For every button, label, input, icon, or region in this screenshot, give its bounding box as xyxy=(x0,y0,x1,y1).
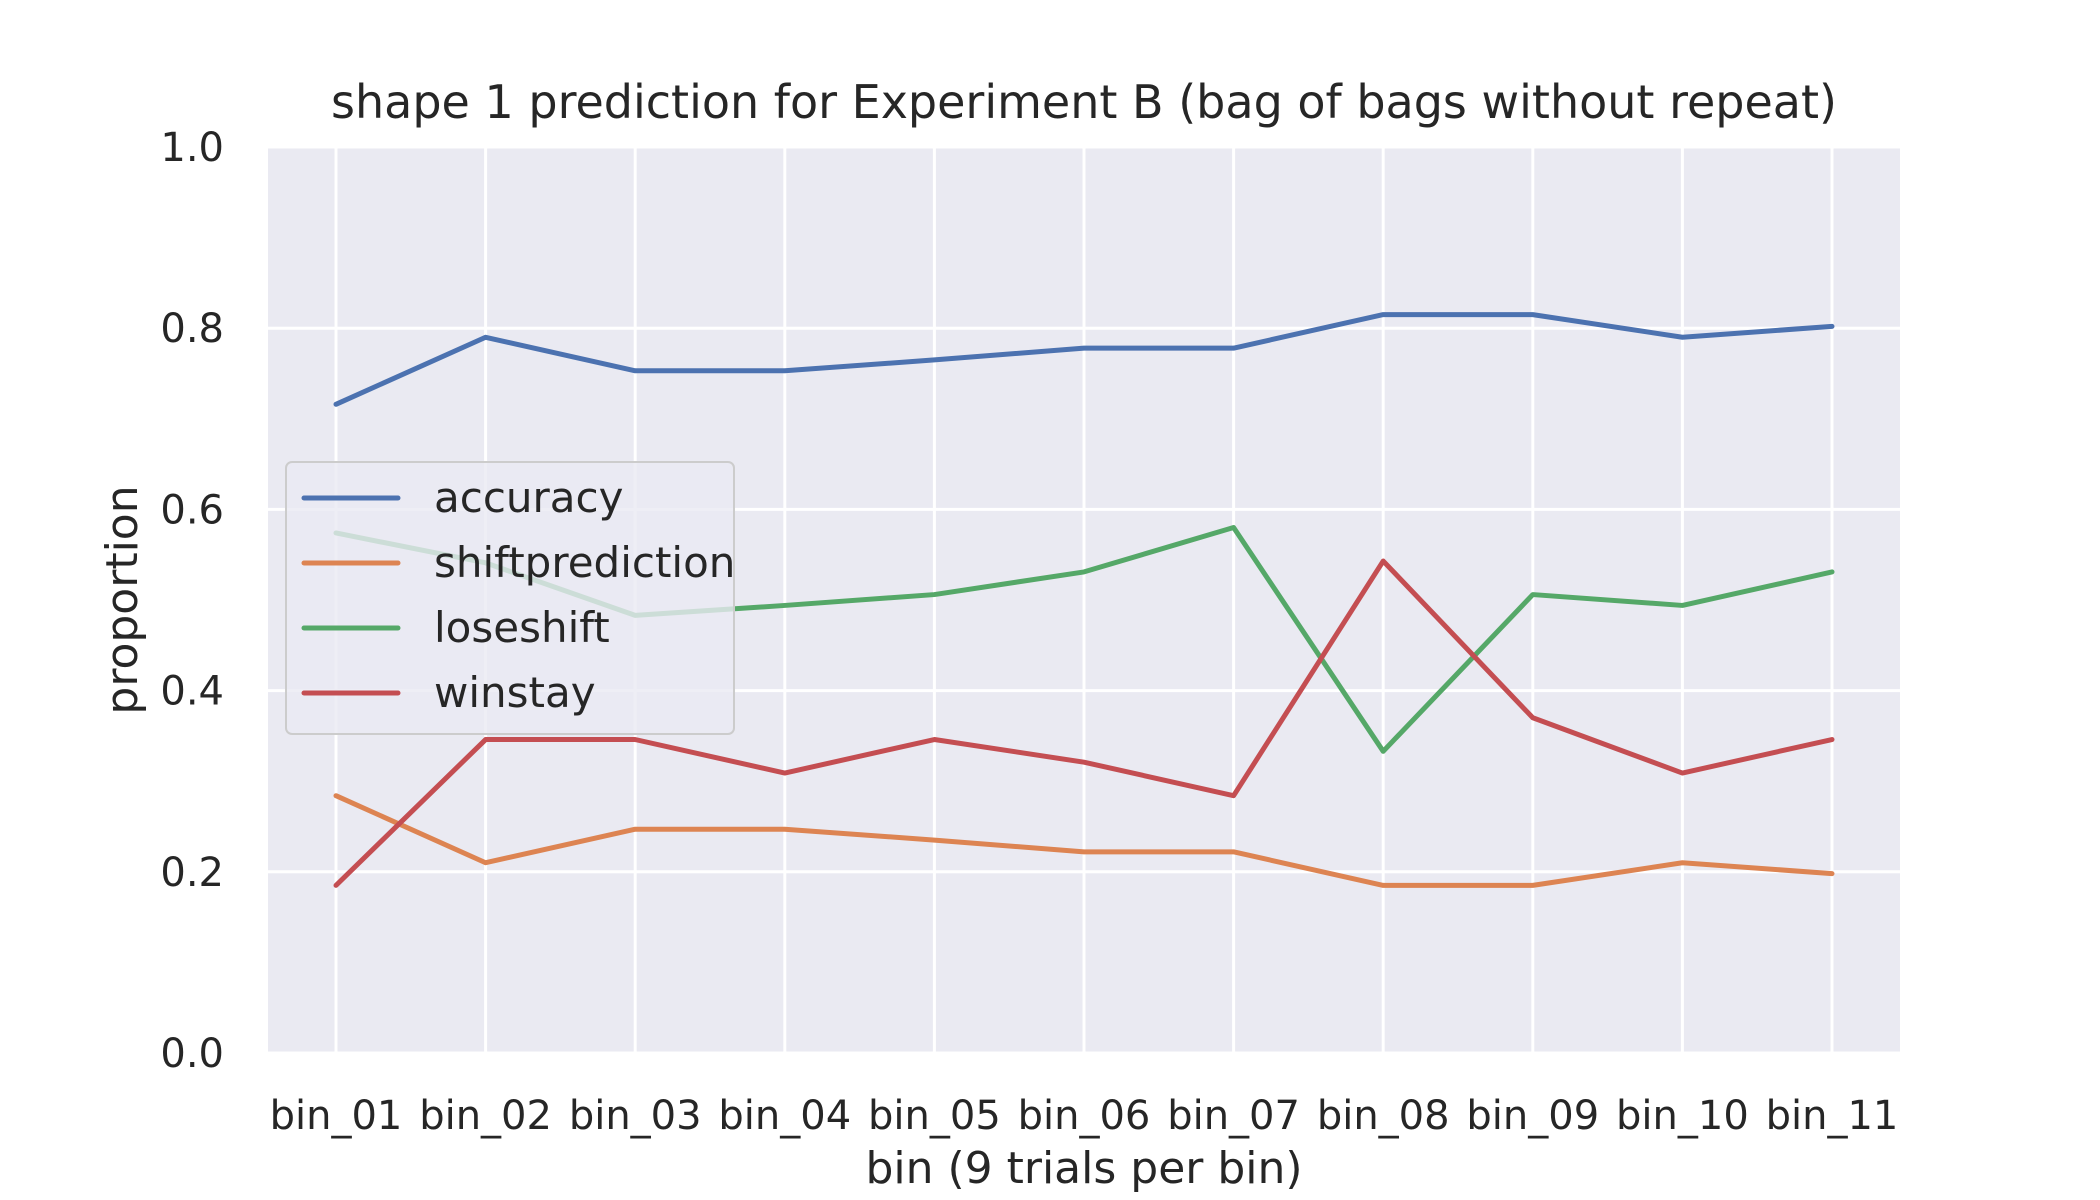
legend-label-accuracy: accuracy xyxy=(434,473,624,522)
legend-label-loseshift: loseshift xyxy=(434,603,610,652)
x-tick-label: bin_08 xyxy=(1317,1093,1450,1139)
chart-title: shape 1 prediction for Experiment B (bag… xyxy=(331,75,1837,129)
y-axis-ticks: 0.0 0.2 0.4 0.6 0.8 1.0 xyxy=(160,125,224,1077)
y-tick-label: 1.0 xyxy=(160,125,224,171)
x-axis-ticks: bin_01 bin_02 bin_03 bin_04 bin_05 bin_06 bin_… xyxy=(270,1093,1899,1139)
x-tick-label: bin_03 xyxy=(569,1093,702,1139)
y-tick-label: 0.8 xyxy=(160,306,224,352)
x-tick-label: bin_05 xyxy=(868,1093,1001,1139)
x-tick-label: bin_02 xyxy=(419,1093,552,1139)
series-line-shiftprediction xyxy=(333,793,1835,888)
y-tick-label: 0.0 xyxy=(160,1031,224,1077)
y-axis-label: proportion xyxy=(97,485,148,714)
x-tick-label: bin_07 xyxy=(1167,1093,1300,1139)
legend-label-shiftprediction: shiftprediction xyxy=(434,538,735,587)
x-tick-label: bin_06 xyxy=(1018,1093,1151,1139)
x-tick-label: bin_01 xyxy=(270,1093,403,1139)
legend-box xyxy=(285,461,735,735)
series-line-accuracy xyxy=(333,312,1835,407)
y-tick-label: 0.6 xyxy=(160,487,224,533)
x-tick-label: bin_10 xyxy=(1616,1093,1749,1139)
legend-label-winstay: winstay xyxy=(434,668,596,717)
x-tick-label: bin_11 xyxy=(1766,1093,1899,1139)
x-tick-label: bin_04 xyxy=(718,1093,851,1139)
x-axis-label: bin (9 trials per bin) xyxy=(865,1143,1302,1194)
y-tick-label: 0.4 xyxy=(160,669,224,715)
x-tick-label: bin_09 xyxy=(1466,1093,1599,1139)
series-line-winstay xyxy=(333,558,1835,888)
series-lines xyxy=(333,312,1835,888)
legend: accuracy shiftprediction loseshift winstay xyxy=(285,461,735,735)
y-tick-label: 0.2 xyxy=(160,850,224,896)
